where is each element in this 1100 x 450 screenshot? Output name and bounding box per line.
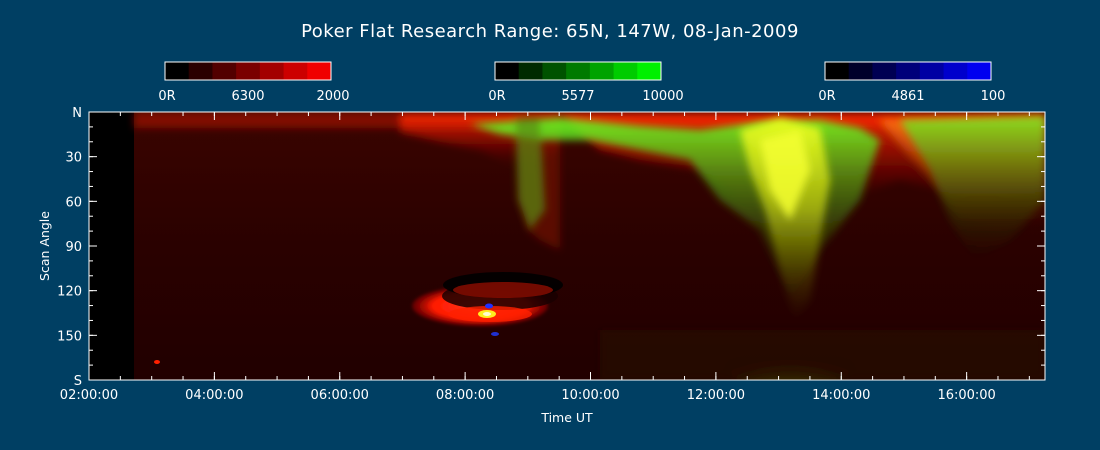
colorbar-swatch bbox=[518, 62, 543, 80]
x-tick-label: 12:00:00 bbox=[687, 388, 745, 403]
colorbar-swatch bbox=[637, 62, 662, 80]
colorbar-green: 0R 5577 10000 bbox=[488, 61, 684, 104]
colorbar-swatch bbox=[212, 62, 237, 80]
colorbar-swatch bbox=[919, 62, 945, 80]
x-tick-label: 16:00:00 bbox=[937, 388, 995, 403]
y-tick-label: S bbox=[74, 374, 82, 389]
x-tick-label: 14:00:00 bbox=[812, 388, 870, 403]
chart-title: Poker Flat Research Range: 65N, 147W, 08… bbox=[301, 21, 799, 42]
colorbar-swatch bbox=[896, 62, 921, 80]
colorbar-blue: 0R 4861 100 bbox=[818, 61, 1006, 104]
x-tick-label: 04:00:00 bbox=[185, 388, 243, 403]
y-axis-title: Scan Angle bbox=[37, 211, 52, 281]
colorbar-swatch bbox=[613, 62, 638, 80]
x-tick-label: 08:00:00 bbox=[436, 388, 494, 403]
plot-area bbox=[89, 112, 1045, 380]
colorbar-red: 0R 6300 2000 bbox=[158, 61, 350, 104]
colorbar-label: 0R bbox=[818, 89, 835, 104]
colorbar-swatch bbox=[495, 62, 520, 80]
emission-5577-surge bbox=[740, 118, 830, 320]
colorbar-legend: 0R 6300 2000 0R 5577 10000 0R 4861 100 bbox=[158, 61, 1006, 104]
x-tick-label: 02:00:00 bbox=[60, 388, 118, 403]
colorbar-swatch bbox=[872, 62, 897, 80]
colorbar-swatch bbox=[848, 62, 873, 80]
colorbar-swatch bbox=[967, 62, 992, 80]
x-tick-label: 10:00:00 bbox=[561, 388, 619, 403]
colorbar-swatch bbox=[566, 62, 591, 80]
colorbar-label: 6300 bbox=[231, 89, 264, 104]
colorbar-swatch bbox=[943, 62, 968, 80]
x-tick-label: 06:00:00 bbox=[311, 388, 369, 403]
colorbar-swatch bbox=[825, 62, 850, 80]
colorbar-swatch bbox=[236, 62, 261, 80]
y-tick-label: 30 bbox=[65, 151, 82, 166]
colorbar-label: 2000 bbox=[316, 89, 349, 104]
colorbar-swatch bbox=[165, 62, 190, 80]
x-axis-title: Time UT bbox=[540, 410, 593, 425]
colorbar-frame bbox=[494, 61, 662, 81]
colorbar-swatch bbox=[188, 62, 213, 80]
colorbar-label: 10000 bbox=[642, 89, 683, 104]
colorbar-frame bbox=[164, 61, 332, 81]
colorbar-swatch bbox=[589, 62, 615, 80]
colorbar-label: 5577 bbox=[561, 89, 594, 104]
moon-reflection bbox=[154, 272, 563, 364]
y-tick-label: N bbox=[72, 106, 82, 121]
y-tick-label: 120 bbox=[57, 285, 82, 300]
colorbar-label: 0R bbox=[488, 89, 505, 104]
colorbar-label: 4861 bbox=[891, 89, 924, 104]
colorbar-swatch bbox=[542, 62, 567, 80]
colorbar-frame bbox=[824, 61, 992, 81]
colorbar-label: 0R bbox=[158, 89, 175, 104]
colorbar-swatch bbox=[283, 62, 308, 80]
y-tick-label: 60 bbox=[65, 195, 82, 210]
emission-floor-glow bbox=[600, 330, 1045, 380]
colorbar-swatch bbox=[307, 62, 332, 80]
colorbar-label: 100 bbox=[981, 89, 1006, 104]
y-tick-label: 150 bbox=[57, 329, 82, 344]
plot-axes: 02:00:00 04:00:00 06:00:00 08:00:00 10:00:00… bbox=[57, 106, 1046, 403]
colorbar-swatch bbox=[259, 62, 285, 80]
y-tick-label: 90 bbox=[65, 240, 82, 255]
